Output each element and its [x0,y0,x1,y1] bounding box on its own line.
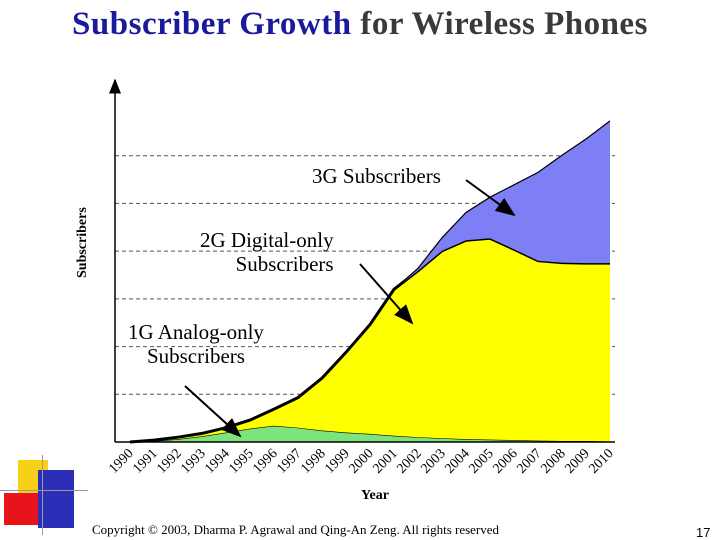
series-area-2 [130,238,610,442]
x-axis-label: Year [361,488,389,503]
arrow-1g [184,385,242,438]
x-tick-label: 2009 [562,446,592,476]
x-tick-label: 1996 [250,446,280,476]
series-area-3 [130,120,610,443]
annotation-1g-line2: Subscribers [146,344,245,369]
page-title: Subscriber Growth for Wireless Phones [0,6,720,43]
x-tick-label: 1995 [226,446,256,476]
annotation-1g-line1: 1G Analog-only [128,320,264,344]
x-tick-label: 1998 [298,446,328,476]
y-axis-label: Subscribers [75,207,90,278]
page-number: 17 [696,525,711,540]
copyright-footer: Copyright © 2003, Dharma P. Agrawal and … [92,522,500,537]
x-tick-label: 2008 [538,446,568,476]
decorative-vertical-line [42,455,43,535]
x-tick-label: 2002 [394,446,424,476]
decorative-horizontal-line [0,490,88,491]
x-tick-label: 1999 [322,446,352,476]
decorative-red-square [4,493,44,525]
annotation-1g: 1G Analog-only Subscribers [128,320,264,368]
arrow-2g [359,263,414,325]
annotation-2g-line1: 2G Digital-only [200,228,334,252]
x-tick-label: 2007 [514,446,544,476]
annotation-2g: 2G Digital-only Subscribers [200,228,334,276]
x-tick-label: 2010 [586,446,616,476]
x-tick-label: 1991 [130,446,160,476]
x-tick-label: 1992 [154,446,184,476]
x-tick-label: 2004 [442,446,472,476]
annotation-3g: 3G Subscribers [312,164,441,188]
x-tick-label: 1994 [202,446,232,476]
title-part-1: Subscriber Growth [72,6,352,42]
decorative-blue-square [38,470,74,528]
series-boundary-3 [129,120,611,443]
x-tick-label: 2005 [466,446,496,476]
title-part-2: for Wireless Phones [360,6,648,42]
arrow-3g [465,179,516,217]
x-tick-label: 2003 [418,446,448,476]
x-tick-label: 1997 [274,446,304,476]
x-tick-label: 2001 [370,446,400,476]
annotation-2g-line2: Subscribers [235,252,334,277]
x-tick-label: 2006 [490,446,520,476]
x-tick-label: 2000 [346,446,376,476]
x-tick-label: 1993 [178,446,208,476]
x-tick-label: 1990 [106,446,136,476]
